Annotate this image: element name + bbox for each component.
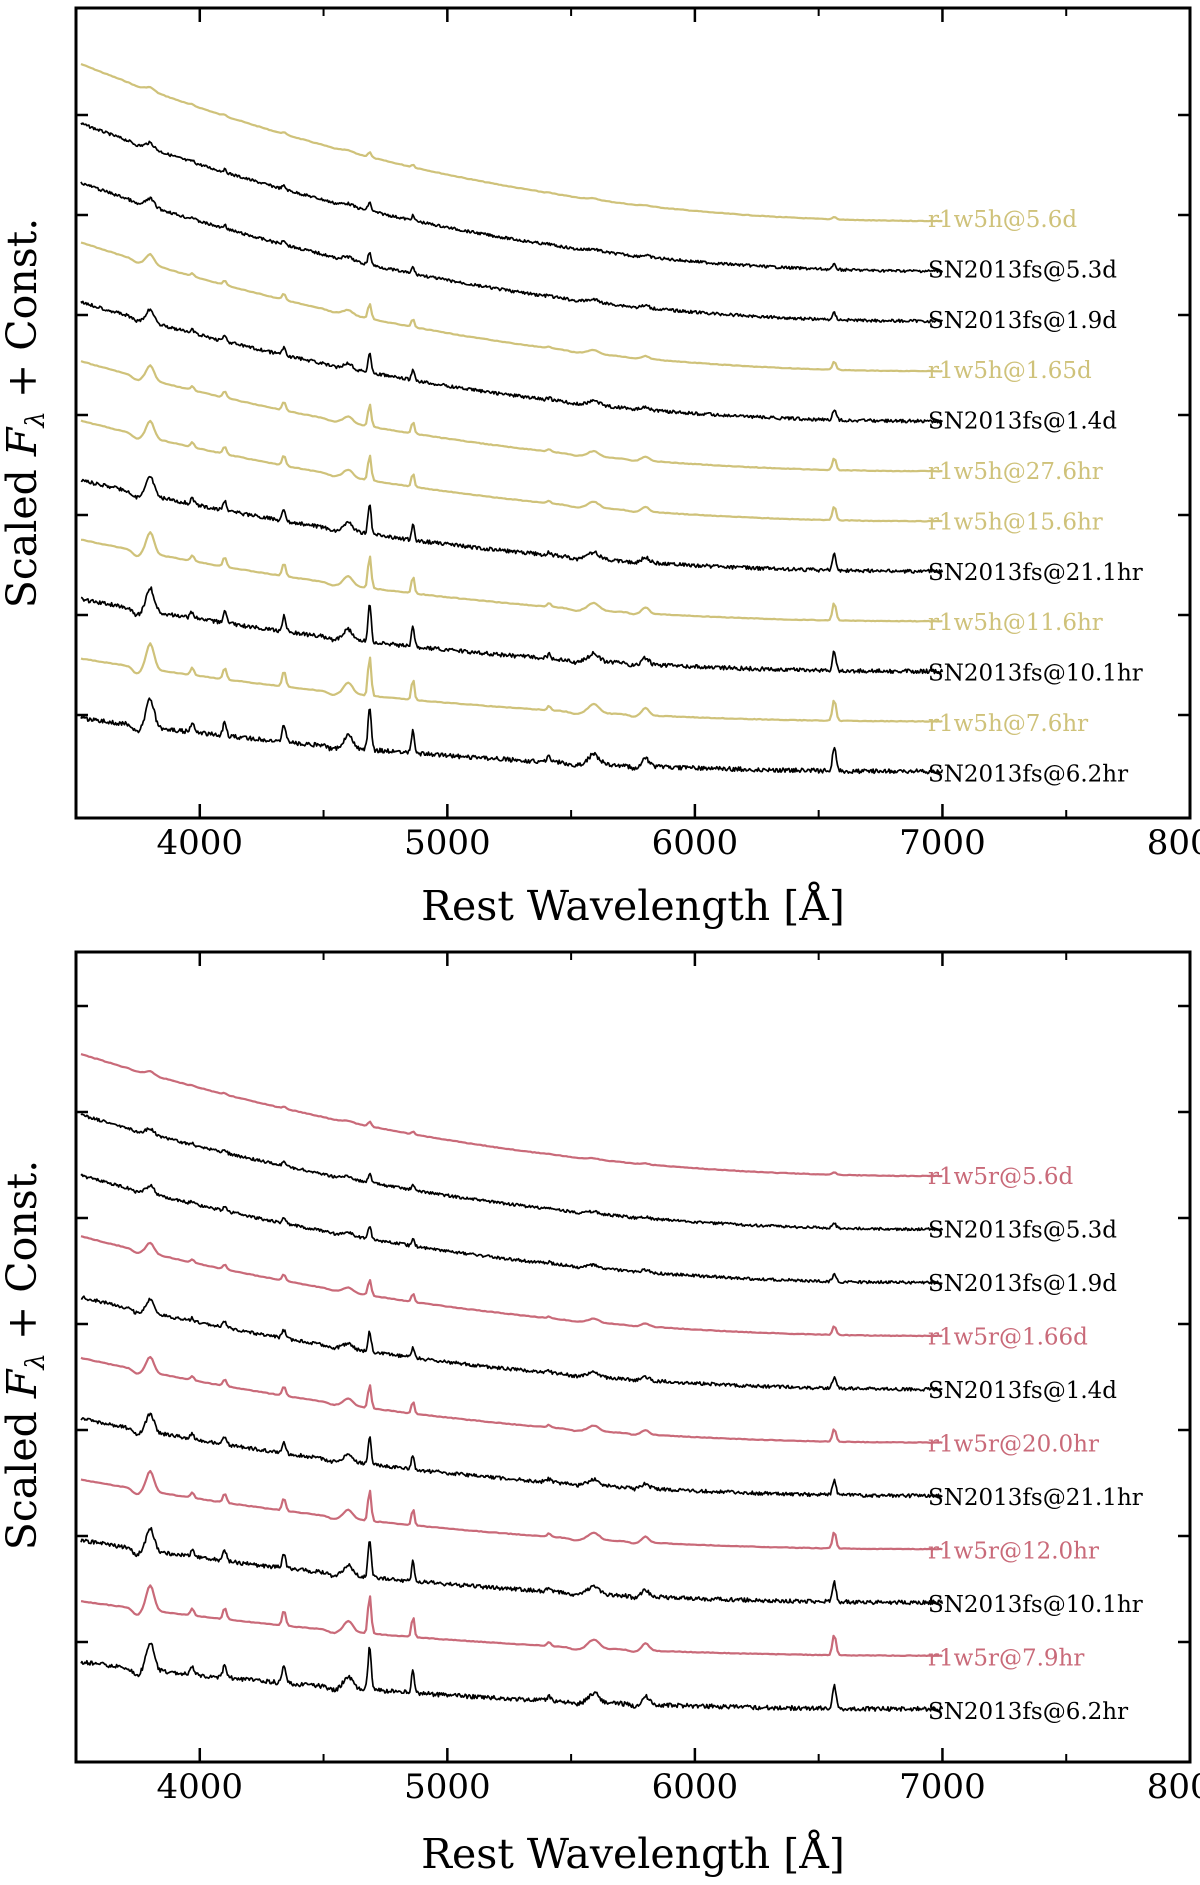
x-tick-label: 5000 bbox=[404, 823, 491, 863]
series-label: r1w5r@1.66d bbox=[928, 1325, 1088, 1351]
x-tick-label: 7000 bbox=[899, 1767, 986, 1807]
bottom-panel: 4000 5000 6000 7000 8000 Rest Wavelength [Å] S… bbox=[0, 950, 1200, 1878]
y-axis-title: Scaled Fλ + Const. bbox=[0, 218, 51, 609]
observed-spectrum-12 bbox=[80, 697, 944, 775]
x-tick-label: 4000 bbox=[157, 1767, 244, 1807]
series-label: SN2013fs@1.4d bbox=[928, 409, 1117, 435]
observed-spectrum-8 bbox=[80, 475, 944, 574]
axes-frame bbox=[74, 950, 1192, 1764]
observed-spectrum-11 bbox=[80, 1642, 944, 1712]
series-label: r1w5h@1.65d bbox=[928, 358, 1092, 384]
series-label: SN2013fs@10.1hr bbox=[928, 1592, 1143, 1618]
series-label: r1w5r@5.6d bbox=[928, 1164, 1074, 1190]
model-spectrum-1 bbox=[80, 1053, 943, 1178]
series-label: SN2013fs@5.3d bbox=[928, 257, 1117, 283]
observed-spectrum-5 bbox=[80, 1295, 943, 1392]
model-spectrum-9 bbox=[81, 531, 943, 623]
model-spectrum-6 bbox=[80, 360, 943, 473]
series-label: SN2013fs@10.1hr bbox=[928, 661, 1143, 687]
series-label: r1w5r@20.0hr bbox=[928, 1432, 1099, 1458]
series-label: SN2013fs@6.2hr bbox=[928, 761, 1128, 787]
series-label: r1w5r@12.0hr bbox=[928, 1539, 1099, 1565]
model-spectrum-1 bbox=[80, 62, 943, 223]
x-tick-label: 4000 bbox=[157, 823, 244, 863]
x-tick-label: 5000 bbox=[404, 1767, 491, 1807]
model-spectrum-4 bbox=[80, 1235, 943, 1338]
series-label: SN2013fs@21.1hr bbox=[928, 1485, 1143, 1511]
axes-frame bbox=[74, 6, 1192, 820]
model-spectrum-6 bbox=[80, 1355, 943, 1444]
series-label: SN2013fs@1.9d bbox=[928, 308, 1117, 334]
x-tick-label: 8000 bbox=[1147, 823, 1200, 863]
series-label: r1w5r@7.9hr bbox=[928, 1646, 1084, 1672]
observed-spectrum-7 bbox=[80, 1412, 943, 1499]
observed-spectrum-3 bbox=[80, 181, 944, 324]
model-spectrum-8 bbox=[80, 1469, 943, 1551]
series-label: r1w5h@15.6hr bbox=[928, 509, 1103, 535]
x-tick-label: 8000 bbox=[1147, 1767, 1200, 1807]
series-label: SN2013fs@1.9d bbox=[928, 1271, 1117, 1297]
series-label: r1w5h@27.6hr bbox=[928, 459, 1103, 485]
model-spectrum-11 bbox=[80, 642, 943, 723]
model-spectrum-7 bbox=[80, 419, 943, 523]
series-label: SN2013fs@1.4d bbox=[928, 1378, 1117, 1404]
observed-spectrum-2 bbox=[80, 122, 944, 274]
model-spectrum-10 bbox=[80, 1584, 943, 1658]
observed-spectrum-10 bbox=[80, 586, 944, 675]
x-tick-label: 7000 bbox=[899, 823, 986, 863]
model-spectrum-4 bbox=[80, 241, 943, 373]
series-label: SN2013fs@5.3d bbox=[928, 1218, 1117, 1244]
observed-spectrum-9 bbox=[80, 1526, 944, 1606]
series-label: SN2013fs@6.2hr bbox=[928, 1699, 1128, 1725]
series-label: SN2013fs@21.1hr bbox=[928, 560, 1143, 586]
series-label: r1w5h@11.6hr bbox=[928, 610, 1103, 636]
x-tick-label: 6000 bbox=[652, 823, 739, 863]
x-tick-label: 6000 bbox=[652, 1767, 739, 1807]
y-axis-title: Scaled Fλ + Const. bbox=[0, 1160, 51, 1551]
observed-spectrum-3 bbox=[80, 1173, 943, 1285]
series-label: r1w5h@7.6hr bbox=[928, 711, 1088, 737]
observed-spectrum-5 bbox=[80, 300, 944, 424]
top-panel: 4000 5000 6000 7000 8000 Rest Wavelength [Å] S… bbox=[0, 6, 1200, 930]
observed-spectrum-2 bbox=[80, 1113, 944, 1232]
x-axis-title: Rest Wavelength [Å] bbox=[421, 1829, 845, 1878]
x-axis-title: Rest Wavelength [Å] bbox=[421, 881, 845, 930]
series-label: r1w5h@5.6d bbox=[928, 207, 1077, 233]
